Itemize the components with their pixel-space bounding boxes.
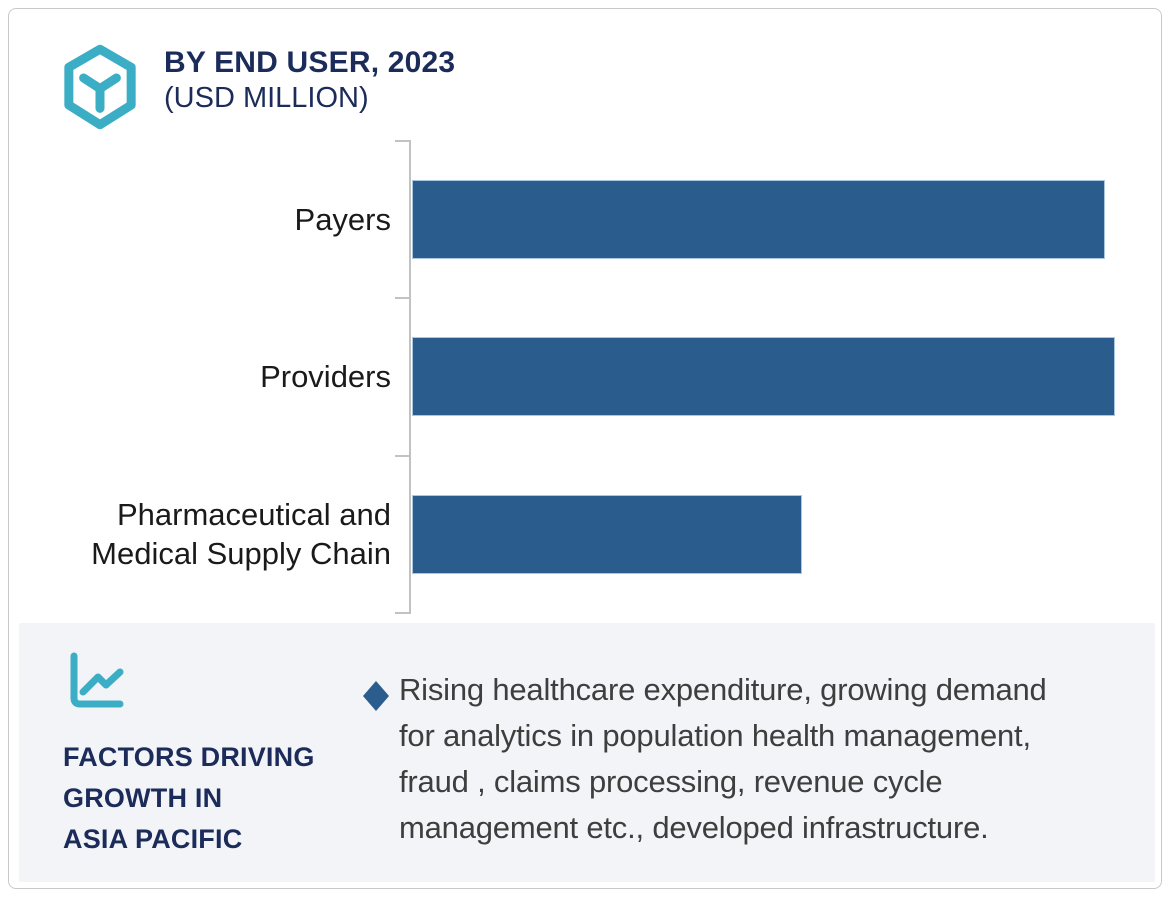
- diamond-bullet-icon: [363, 681, 389, 711]
- category-label-pharma-supply-chain: Pharmaceutical and Medical Supply Chain: [91, 496, 391, 572]
- chart-title-line1: BY END USER, 2023: [164, 46, 456, 79]
- category-label-providers: Providers: [260, 359, 391, 395]
- bullet-text-line: management etc., developed infrastructur…: [399, 810, 989, 845]
- bar: [412, 337, 1115, 417]
- axis-tick: [395, 140, 410, 142]
- card-border: BY END USER, 2023 (USD MILLION) Payers P…: [8, 8, 1162, 889]
- axis-tick: [395, 455, 410, 457]
- axis-tick: [395, 297, 410, 299]
- axis-tick: [395, 612, 410, 614]
- bullet-text-line: fraud , claims processing, revenue cycle: [399, 764, 943, 799]
- factors-heading: FACTORS DRIVING GROWTH IN ASIA PACIFIC: [63, 737, 315, 860]
- chart-title-line2: (USD MILLION): [164, 82, 369, 114]
- factors-bullet-text: Rising healthcare expenditure, growing d…: [399, 667, 1159, 851]
- bar-row: [412, 141, 1132, 298]
- chart-title: BY END USER, 2023 (USD MILLION): [164, 45, 455, 115]
- hexagon-y-logo-icon: [64, 44, 136, 130]
- factors-heading-line: ASIA PACIFIC: [63, 824, 243, 854]
- factors-heading-line: FACTORS DRIVING: [63, 742, 315, 772]
- bar-plot-area: [412, 141, 1132, 613]
- factors-heading-line: GROWTH IN: [63, 783, 223, 813]
- factors-panel: FACTORS DRIVING GROWTH IN ASIA PACIFIC R…: [19, 623, 1155, 882]
- category-label-payers: Payers: [294, 201, 391, 237]
- bullet-text-line: for analytics in population health manag…: [399, 718, 1031, 753]
- bar-row: [412, 456, 1132, 613]
- bar: [412, 180, 1105, 260]
- category-axis-line: [409, 140, 411, 614]
- line-chart-icon: [70, 652, 124, 708]
- bullet-text-line: Rising healthcare expenditure, growing d…: [399, 672, 1047, 707]
- bar-row: [412, 298, 1132, 455]
- bar: [412, 494, 802, 574]
- category-labels: Payers Providers Pharmaceutical and Medi…: [31, 141, 391, 613]
